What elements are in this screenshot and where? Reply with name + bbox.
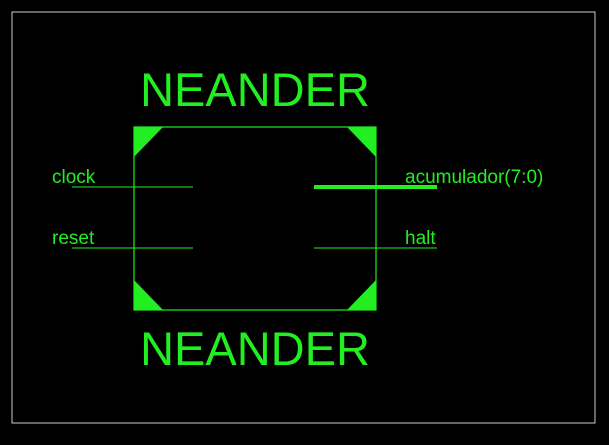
pin-acumulador-label: acumulador(7:0): [405, 167, 543, 188]
pin-clock-label: clock: [52, 167, 96, 188]
corner-marker-top-left: [134, 127, 163, 157]
pin-reset-label: reset: [52, 228, 95, 249]
corner-marker-bottom-right: [347, 280, 376, 310]
sheet-frame: [11, 11, 596, 424]
component-body[interactable]: [133, 126, 377, 311]
component-name-top: NEANDER: [140, 63, 370, 116]
component-name-bottom: NEANDER: [140, 322, 370, 375]
pin-halt-label: halt: [405, 228, 436, 249]
corner-marker-top-right: [347, 127, 376, 157]
corner-marker-bottom-left: [134, 280, 163, 310]
